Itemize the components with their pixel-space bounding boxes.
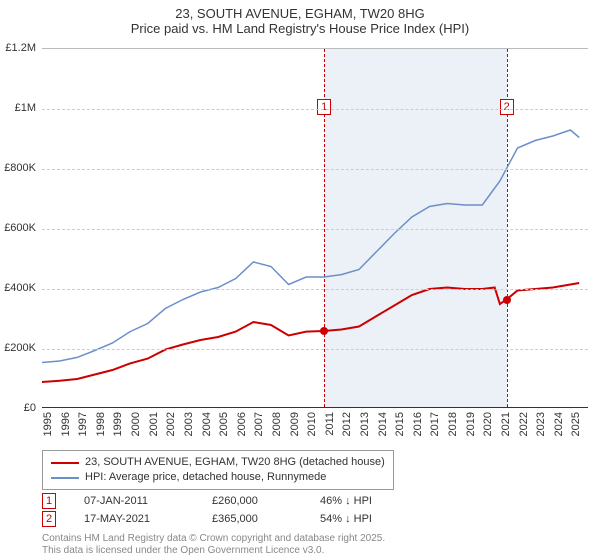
x-tick-label: 2009	[289, 412, 301, 436]
x-tick-label: 2014	[377, 412, 389, 436]
y-gridline	[42, 349, 588, 350]
marker-1-dot	[320, 327, 328, 335]
x-tick-label: 2001	[148, 412, 160, 436]
x-tick-label: 2025	[570, 412, 582, 436]
sales-price: £365,000	[212, 510, 292, 528]
x-tick-label: 1999	[112, 412, 124, 436]
title-address: 23, SOUTH AVENUE, EGHAM, TW20 8HG	[0, 6, 600, 21]
y-tick-label: £0	[0, 402, 36, 414]
sales-row: 1 07-JAN-2011 £260,000 46% ↓ HPI	[42, 492, 372, 510]
x-tick-label: 1997	[77, 412, 89, 436]
x-tick-label: 2022	[518, 412, 530, 436]
y-gridline	[42, 109, 588, 110]
marker-1-box: 1	[317, 99, 331, 115]
x-tick-label: 1996	[60, 412, 72, 436]
series-price_paid	[42, 283, 579, 382]
x-tick-label: 2010	[306, 412, 318, 436]
x-tick-label: 2019	[465, 412, 477, 436]
x-tick-label: 2008	[271, 412, 283, 436]
x-tick-label: 2016	[412, 412, 424, 436]
sales-date: 17-MAY-2021	[84, 510, 184, 528]
y-gridline	[42, 169, 588, 170]
x-tick-label: 2013	[359, 412, 371, 436]
plot-area: 1 2	[42, 48, 588, 408]
legend-row: HPI: Average price, detached house, Runn…	[51, 470, 385, 485]
x-tick-label: 2011	[324, 412, 336, 436]
x-tick-label: 2002	[165, 412, 177, 436]
sales-row: 2 17-MAY-2021 £365,000 54% ↓ HPI	[42, 510, 372, 528]
title-subtitle: Price paid vs. HM Land Registry's House …	[0, 21, 600, 36]
chart-area: 1 2 £0£200K£400K£600K£800K£1M£1.2M199519…	[42, 48, 588, 408]
chart-title-block: 23, SOUTH AVENUE, EGHAM, TW20 8HG Price …	[0, 0, 600, 36]
x-tick-label: 2020	[482, 412, 494, 436]
legend-swatch	[51, 477, 79, 479]
y-tick-label: £600K	[0, 222, 36, 234]
sales-marker: 2	[42, 511, 56, 527]
x-tick-label: 2004	[201, 412, 213, 436]
x-tick-label: 2007	[253, 412, 265, 436]
footer-line-2: This data is licensed under the Open Gov…	[42, 545, 385, 557]
x-tick-label: 1995	[42, 412, 54, 436]
legend-row: 23, SOUTH AVENUE, EGHAM, TW20 8HG (detac…	[51, 455, 385, 470]
legend-label: HPI: Average price, detached house, Runn…	[85, 470, 326, 485]
sales-date: 07-JAN-2011	[84, 492, 184, 510]
y-gridline	[42, 289, 588, 290]
x-tick-label: 1998	[95, 412, 107, 436]
x-tick-label: 2005	[218, 412, 230, 436]
series-hpi	[42, 130, 579, 363]
sales-price: £260,000	[212, 492, 292, 510]
y-gridline	[42, 229, 588, 230]
x-tick-label: 2003	[183, 412, 195, 436]
sales-delta: 46% ↓ HPI	[320, 492, 372, 510]
marker-2-dot	[503, 296, 511, 304]
y-tick-label: £1M	[0, 102, 36, 114]
x-tick-label: 2017	[429, 412, 441, 436]
y-tick-label: £400K	[0, 282, 36, 294]
sales-marker: 1	[42, 493, 56, 509]
legend: 23, SOUTH AVENUE, EGHAM, TW20 8HG (detac…	[42, 450, 394, 490]
legend-label: 23, SOUTH AVENUE, EGHAM, TW20 8HG (detac…	[85, 455, 385, 470]
x-tick-label: 2000	[130, 412, 142, 436]
sales-table: 1 07-JAN-2011 £260,000 46% ↓ HPI 2 17-MAY-202…	[42, 492, 372, 528]
footer-line-1: Contains HM Land Registry data © Crown c…	[42, 533, 385, 545]
x-tick-label: 2023	[535, 412, 547, 436]
footer: Contains HM Land Registry data © Crown c…	[42, 533, 385, 557]
x-tick-label: 2006	[236, 412, 248, 436]
x-tick-label: 2021	[500, 412, 512, 436]
sales-delta: 54% ↓ HPI	[320, 510, 372, 528]
x-tick-label: 2024	[553, 412, 565, 436]
x-tick-label: 2012	[341, 412, 353, 436]
y-tick-label: £200K	[0, 342, 36, 354]
legend-swatch	[51, 462, 79, 464]
marker-2-box: 2	[500, 99, 514, 115]
x-tick-label: 2018	[447, 412, 459, 436]
x-tick-label: 2015	[394, 412, 406, 436]
y-tick-label: £800K	[0, 162, 36, 174]
y-tick-label: £1.2M	[0, 42, 36, 54]
